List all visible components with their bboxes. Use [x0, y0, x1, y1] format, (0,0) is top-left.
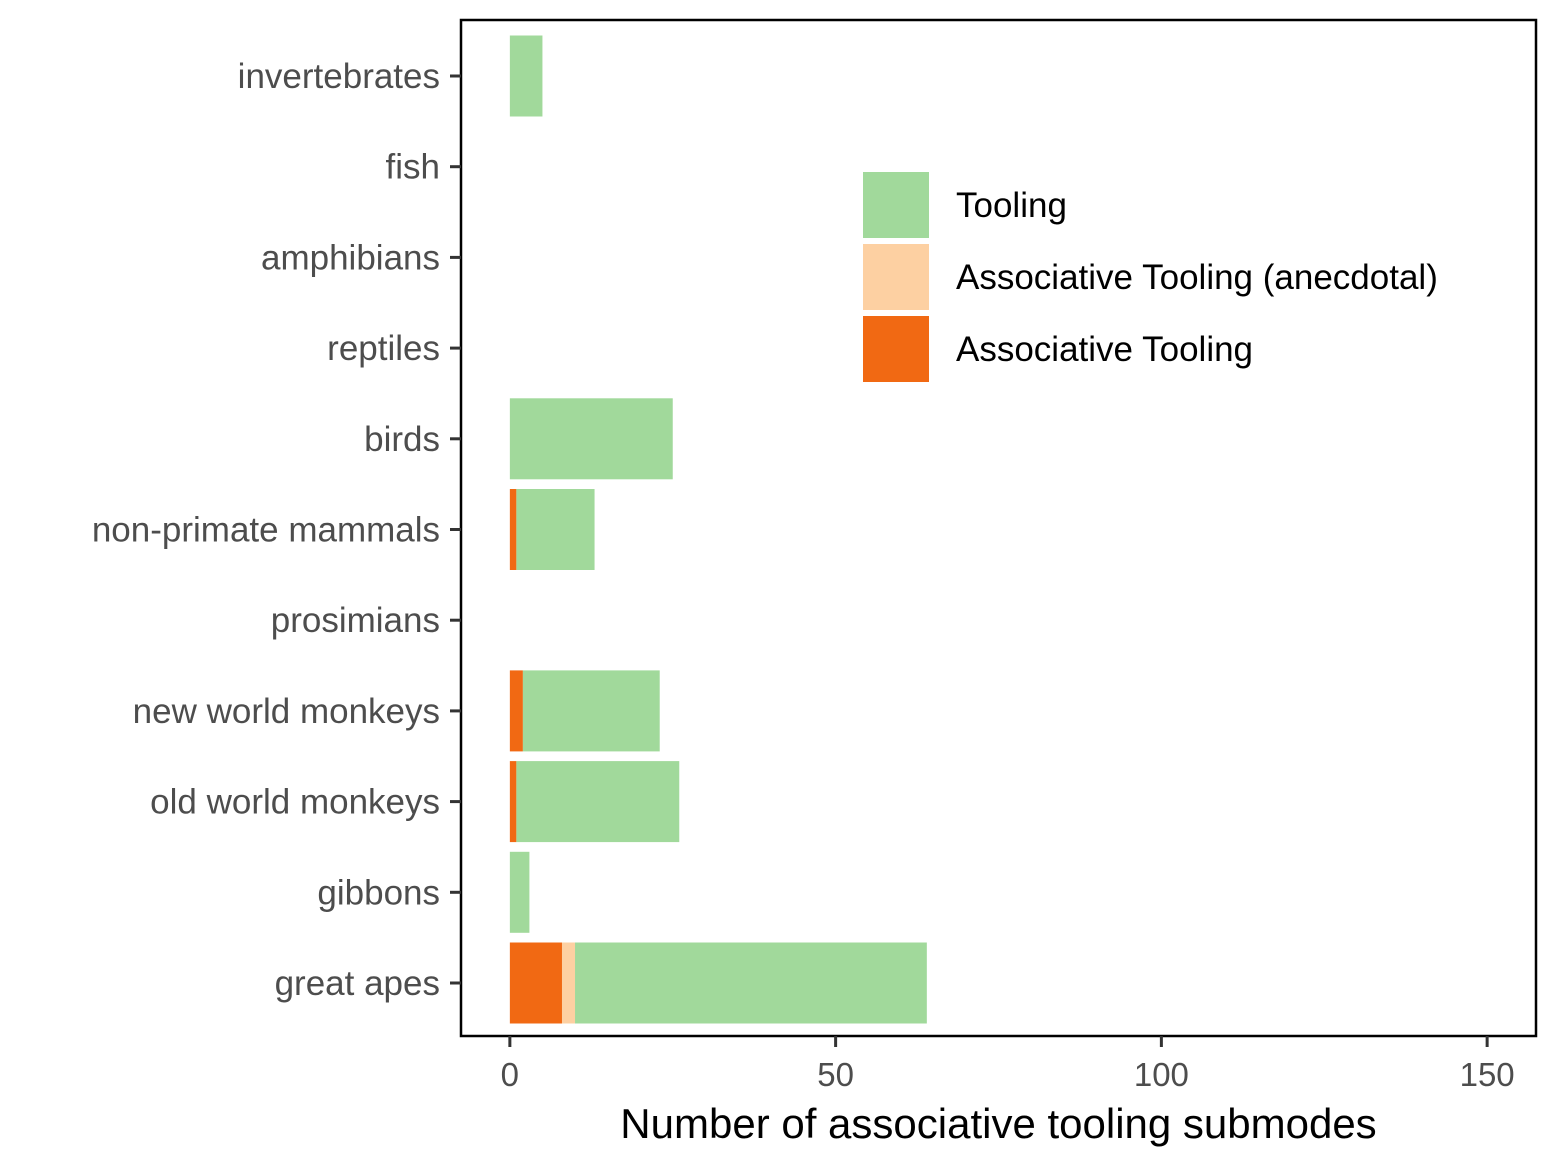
bar-great-apes-associative-tooling [509, 942, 562, 1024]
bar-invertebrates-tooling [509, 35, 543, 117]
bar-new-world-monkeys-tooling [522, 670, 660, 752]
y-tick-label-amphibians: amphibians [261, 238, 440, 277]
y-tick-label-fish: fish [386, 148, 440, 187]
bar-old-world-monkeys-associative-tooling [509, 761, 517, 843]
bar-old-world-monkeys-tooling [516, 761, 680, 843]
legend-label-associative-tooling-anecdotal: Associative Tooling (anecdotal) [956, 258, 1438, 297]
y-axis: invertebrates fish amphibians reptiles birds… [92, 57, 461, 1003]
y-tick-label-reptiles: reptiles [327, 329, 440, 368]
legend-key-associative-tooling [863, 316, 929, 382]
bars-group [509, 35, 927, 1024]
x-tick-label-50: 50 [817, 1056, 854, 1093]
plot-panel-border [459, 18, 1538, 1038]
bar-non-primate-mammals-associative-tooling [509, 489, 517, 570]
x-axis: 0 50 100 150 [501, 1036, 1515, 1093]
legend-key-tooling [863, 172, 929, 238]
x-axis-title: Number of associative tooling submodes [620, 1100, 1376, 1147]
bar-gibbons-tooling [509, 851, 530, 933]
legend: Tooling Associative Tooling (anecdotal) As… [863, 172, 1438, 382]
y-tick-label-new-world-monkeys: new world monkeys [133, 692, 440, 731]
y-tick-label-great-apes: great apes [275, 964, 440, 1003]
bar-birds-tooling [509, 398, 673, 480]
legend-label-associative-tooling: Associative Tooling [956, 330, 1253, 369]
bar-non-primate-mammals-tooling [516, 489, 595, 570]
bar-new-world-monkeys-associative-tooling [509, 670, 523, 752]
y-tick-label-invertebrates: invertebrates [238, 57, 440, 96]
legend-label-tooling: Tooling [956, 186, 1067, 225]
bar-great-apes-associative-tooling-anecdotal [561, 942, 576, 1024]
x-tick-label-150: 150 [1460, 1056, 1515, 1093]
y-tick-label-prosimians: prosimians [271, 601, 440, 640]
legend-key-associative-tooling-anecdotal [863, 244, 929, 310]
x-tick-label-0: 0 [501, 1056, 519, 1093]
x-tick-label-100: 100 [1134, 1056, 1189, 1093]
y-tick-label-birds: birds [364, 420, 440, 459]
y-tick-label-non-primate-mammals: non-primate mammals [92, 511, 440, 550]
bar-great-apes-tooling [575, 942, 927, 1024]
y-tick-label-old-world-monkeys: old world monkeys [150, 783, 440, 822]
y-tick-label-gibbons: gibbons [317, 873, 440, 912]
